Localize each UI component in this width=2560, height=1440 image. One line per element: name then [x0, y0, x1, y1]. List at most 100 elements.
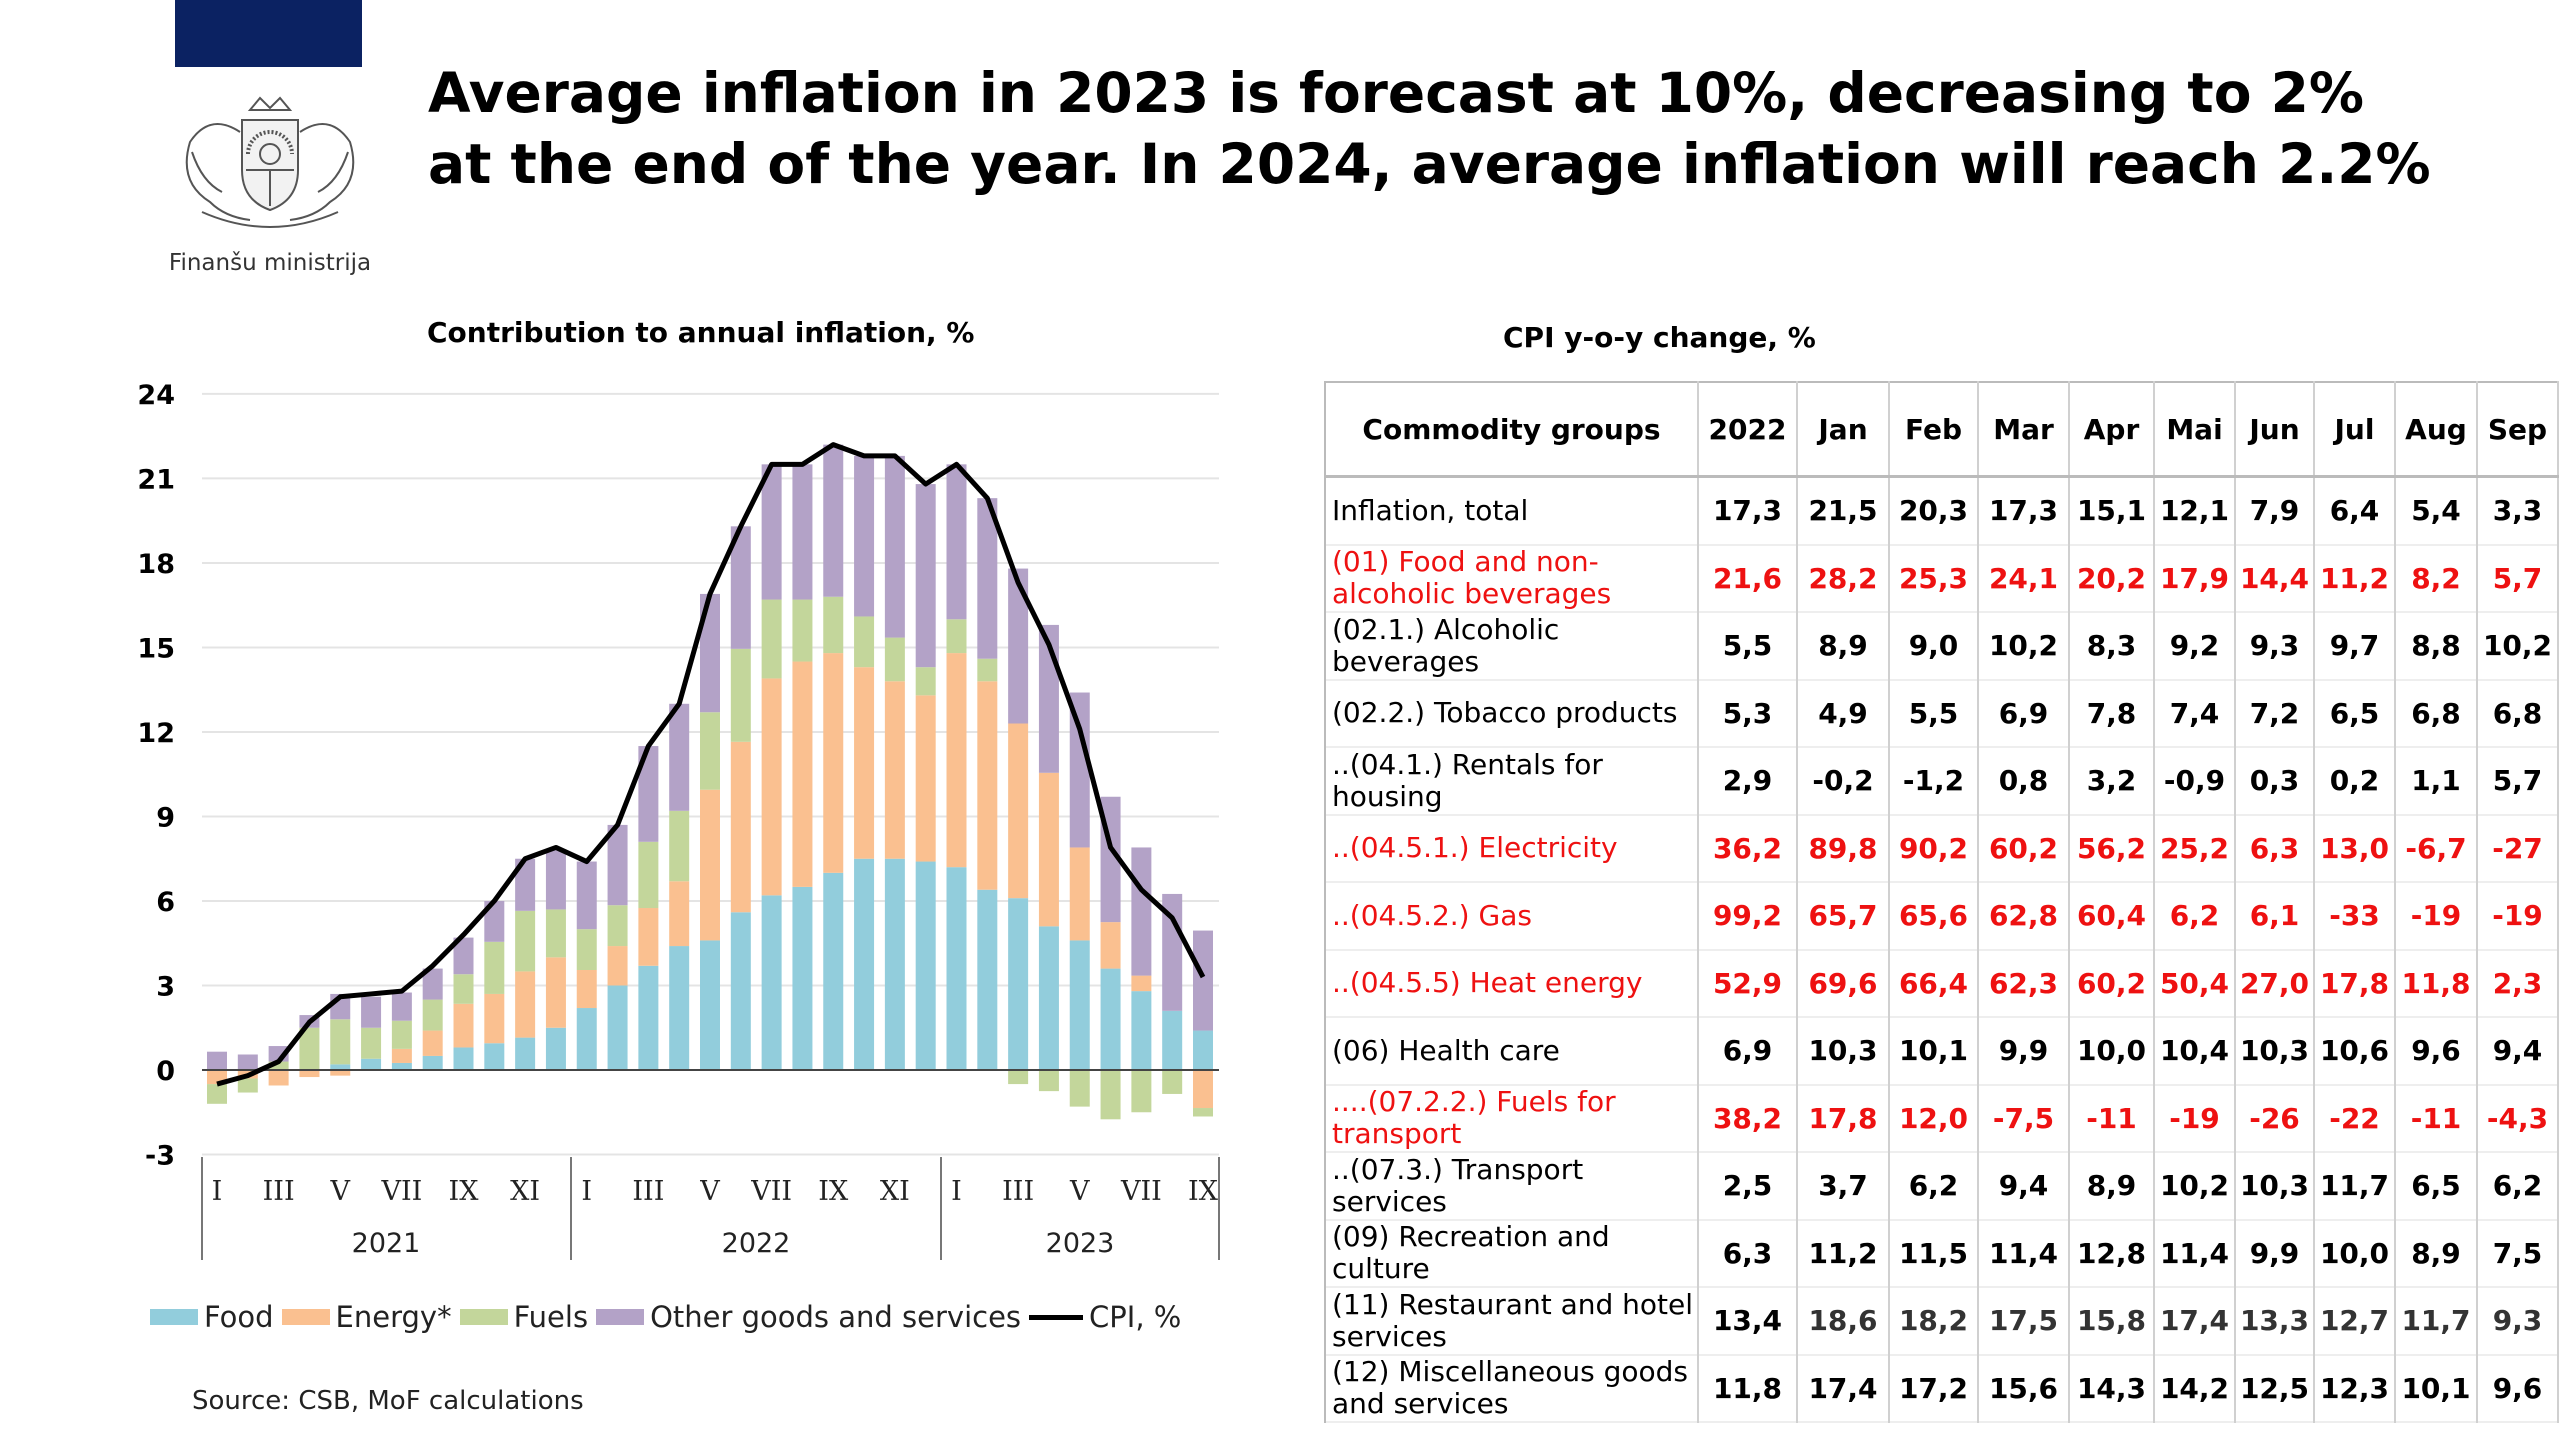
table-cell: 60,2 — [2069, 949, 2155, 1017]
bar-other-goods-and-services-2022-12 — [915, 484, 936, 668]
table-title: CPI y-o-y change, % — [1503, 321, 1816, 354]
table-cell: 21,5 — [1797, 476, 1890, 545]
table-header-row: Commodity groups 2022 Jan Feb Mar Apr Mai Jun Ju… — [1324, 381, 2559, 478]
chart-legend: Food Energy* Fuels Other goods and services… — [150, 1300, 1189, 1334]
source-note: Source: CSB, MoF calculations — [192, 1386, 584, 1416]
bar-energy-2022-05 — [700, 789, 720, 941]
table-cell: 2,9 — [1698, 747, 1798, 815]
bar-food-2023-07 — [1131, 991, 1152, 1070]
legend-swatch — [281, 1309, 330, 1325]
table-cell: 7,5 — [2477, 1219, 2559, 1287]
bar-food-2022-12 — [915, 861, 936, 1070]
bar-other-goods-and-services-2022-04 — [669, 703, 690, 811]
table-cell: 6,8 — [2477, 679, 2559, 747]
bar-fuels-2021-07 — [391, 1020, 412, 1049]
table-cell: 24,1 — [1978, 544, 2070, 612]
table-cell: 9,3 — [2235, 612, 2315, 680]
bar-other-goods-and-services-2022-03 — [638, 746, 659, 842]
table-row: (09) Recreation and culture 6,3 11,2 11,5 11… — [1324, 1219, 2559, 1287]
table-cell: 6,2 — [2154, 882, 2236, 950]
table-cell: 12,7 — [2314, 1287, 2396, 1355]
bar-energy-2023-05 — [1069, 847, 1090, 941]
table-cell: 5,4 — [2395, 476, 2478, 545]
bar-food-2021-06 — [361, 1058, 382, 1070]
table-cell: 10,1 — [1889, 1017, 1979, 1085]
table-cell: 25,2 — [2154, 814, 2236, 882]
table-cell: 6,1 — [2235, 882, 2315, 950]
bar-other-goods-and-services-2023-03 — [1008, 568, 1029, 724]
table-cell: 5,3 — [1698, 679, 1798, 747]
table-cell: 66,4 — [1889, 949, 1979, 1017]
table-cell: 10,1 — [2395, 1354, 2478, 1422]
column-header: Sep — [2477, 381, 2559, 478]
bar-fuels-2021-10 — [484, 941, 505, 994]
year-label: 2023 — [1046, 1228, 1115, 1259]
table-cell: 89,8 — [1797, 814, 1890, 882]
table-cell: 14,4 — [2235, 544, 2315, 612]
table-cell: 15,1 — [2069, 476, 2155, 545]
table-cell: 3,7 — [1797, 1152, 1890, 1220]
ministry-name: Finanšu ministrija — [168, 250, 372, 276]
table-cell: 17,4 — [2154, 1287, 2236, 1355]
bar-food-2021-10 — [484, 1043, 505, 1070]
table-cell: 17,9 — [2154, 544, 2236, 612]
table-cell: 28,2 — [1797, 544, 1890, 612]
bar-fuels-2023-03 — [1008, 1070, 1029, 1085]
bar-fuels-2023-05 — [1069, 1070, 1090, 1107]
table-cell: 9,7 — [2314, 612, 2396, 680]
table-cell: 11,4 — [2154, 1219, 2236, 1287]
bar-fuels-2023-06 — [1100, 1070, 1121, 1120]
table-cell: 8,9 — [2395, 1219, 2478, 1287]
bar-energy-2022-10 — [854, 667, 875, 859]
table-cell: 6,4 — [2314, 476, 2396, 545]
table-row: ..(04.5.2.) Gas 99,2 65,7 65,6 62,8 60,4 6,2 6,… — [1324, 882, 2559, 950]
table-cell: 52,9 — [1698, 949, 1798, 1017]
table-cell: -11 — [2069, 1084, 2155, 1152]
table-row: (06) Health care 6,9 10,3 10,1 9,9 10,0 10,4 10… — [1324, 1017, 2559, 1085]
table-cell: 38,2 — [1698, 1084, 1798, 1152]
row-label: (06) Health care — [1324, 1017, 1699, 1085]
table-row: ..(04.5.5) Heat energy 52,9 69,6 66,4 62,3 60… — [1324, 949, 2559, 1017]
bar-fuels-2021-04 — [299, 1027, 320, 1070]
table-cell: 2,3 — [2477, 949, 2559, 1017]
table-cell: 21,6 — [1698, 544, 1798, 612]
bar-fuels-2022-03 — [638, 841, 659, 909]
table-cell: 10,3 — [2235, 1017, 2315, 1085]
table-cell: 9,3 — [2477, 1287, 2559, 1355]
bar-other-goods-and-services-2022-10 — [854, 455, 875, 617]
table-cell: 11,2 — [2314, 544, 2396, 612]
table-cell: -0,2 — [1797, 747, 1890, 815]
table-cell: -7,5 — [1978, 1084, 2070, 1152]
legend-label: Energy* — [335, 1300, 452, 1334]
table-cell: 99,2 — [1698, 882, 1798, 950]
y-tick-label: 9 — [156, 802, 175, 833]
bar-fuels-2023-04 — [1038, 1070, 1059, 1092]
table-cell: 15,6 — [1978, 1354, 2070, 1422]
month-tick-label: IX — [449, 1176, 480, 1207]
bar-fuels-2022-04 — [669, 810, 690, 882]
table-cell: 9,9 — [2235, 1219, 2315, 1287]
bar-energy-2023-03 — [1008, 723, 1029, 899]
bar-other-goods-and-services-2022-01 — [576, 861, 597, 930]
bar-food-2023-08 — [1162, 1010, 1183, 1070]
table-cell: 10,2 — [1978, 612, 2070, 680]
bar-fuels-2021-11 — [515, 910, 536, 972]
table-cell: 14,3 — [2069, 1354, 2155, 1422]
cpi-line — [216, 442, 1206, 1087]
table-cell: 5,5 — [1889, 679, 1979, 747]
bar-other-goods-and-services-2023-07 — [1131, 847, 1152, 976]
table-row: ..(07.3.) Transport services 2,5 3,7 6,2 9,4… — [1324, 1152, 2559, 1220]
bar-food-2022-04 — [669, 946, 690, 1070]
column-header: Jul — [2314, 381, 2396, 478]
bar-fuels-2021-12 — [545, 909, 566, 958]
y-tick-label: -3 — [145, 1141, 175, 1172]
table-cell: 9,6 — [2395, 1017, 2478, 1085]
table-row: (02.1.) Alcoholic beverages 5,5 8,9 9,0 10,2… — [1324, 612, 2559, 680]
month-tick-label: III — [263, 1176, 295, 1207]
table-cell: -1,2 — [1889, 747, 1979, 815]
bar-other-goods-and-services-2022-07 — [761, 464, 782, 600]
bar-energy-2022-06 — [730, 741, 751, 913]
bar-fuels-2021-08 — [422, 999, 443, 1031]
column-header: Aug — [2395, 381, 2478, 478]
month-tick-label: IX — [1188, 1176, 1219, 1207]
